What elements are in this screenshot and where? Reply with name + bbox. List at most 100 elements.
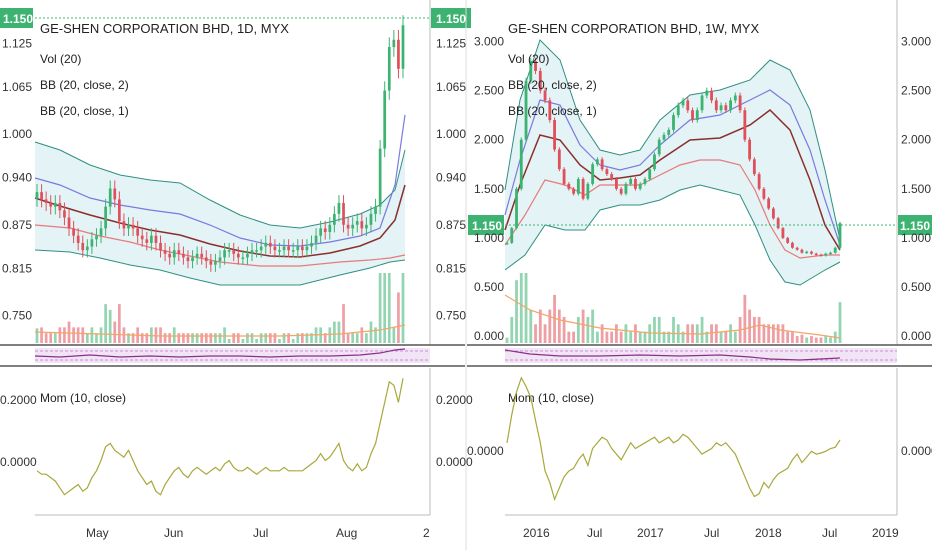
right-volume-bars: [505, 273, 842, 343]
candle-body: [581, 179, 585, 199]
volume-bar: [800, 334, 804, 343]
volume-bar: [346, 333, 350, 343]
right-price-badge-right: [898, 215, 932, 235]
volume-bar: [291, 339, 295, 343]
volume-bar: [776, 324, 780, 343]
candle-body: [104, 206, 107, 229]
right-price-badge-left: [468, 215, 504, 235]
candle-body: [268, 242, 272, 247]
candle-body: [595, 159, 599, 165]
candle-body: [351, 224, 355, 229]
left-x-tick-2: 2: [423, 526, 430, 540]
candle-body: [729, 100, 732, 111]
right-x-tick-2019: 2019: [872, 526, 899, 540]
candle-body: [99, 228, 103, 236]
candle-body: [154, 235, 158, 243]
left-x-tick-jul: Jul: [253, 526, 268, 540]
candle-body: [67, 217, 71, 229]
candle-body: [524, 80, 528, 140]
volume-bar: [58, 327, 62, 343]
volume-bar: [310, 333, 313, 343]
volume-bar: [232, 333, 236, 343]
candle-body: [117, 199, 121, 222]
candle-body: [667, 129, 671, 135]
volume-bar: [113, 321, 117, 343]
candle-body: [355, 221, 359, 225]
candle-body: [838, 223, 842, 248]
right-x-tick-jul1: Jul: [587, 526, 602, 540]
volume-bar: [333, 321, 336, 343]
candle-body: [776, 218, 780, 229]
price-tick-label-left: 1.065: [2, 80, 32, 94]
right-x-tick-jul2: Jul: [704, 526, 719, 540]
volume-bar: [581, 309, 585, 343]
volume-bar: [729, 324, 732, 343]
volume-bar: [733, 331, 737, 343]
candle-body: [681, 100, 685, 106]
candle-body: [515, 188, 518, 229]
right-bb-lower-inner: [504, 159, 840, 259]
candle-body: [553, 120, 556, 150]
right-legend-bb1: BB (20, close, 1): [508, 104, 597, 118]
left-legend-bb1: BB (20, close, 1): [40, 104, 129, 118]
candle-body: [195, 253, 199, 258]
candle-body: [767, 198, 771, 209]
candle-body: [58, 203, 62, 211]
candle-body: [638, 183, 642, 189]
candle-body: [672, 115, 675, 130]
candle-body: [662, 134, 666, 140]
right-rsi-line: [504, 349, 841, 361]
candle-body: [562, 169, 566, 184]
candle-body: [72, 228, 75, 236]
candle-body: [657, 139, 661, 155]
candle-body: [49, 203, 53, 207]
price-tick-label-left: 1.000: [2, 127, 32, 141]
candle-body: [140, 235, 144, 240]
candle-body: [378, 148, 382, 207]
candle-body: [567, 183, 571, 189]
right-x-tick-2018: 2018: [755, 526, 782, 540]
candle-body: [44, 199, 48, 204]
candle-body: [273, 246, 277, 251]
candle-body: [610, 174, 614, 179]
volume-bar: [76, 327, 80, 343]
volume-bar: [365, 333, 368, 343]
price-tick-label: 0.000: [901, 329, 931, 343]
volume-bar: [99, 327, 103, 343]
candle-body: [401, 25, 405, 69]
candle-body: [710, 90, 713, 101]
volume-bar: [638, 331, 642, 343]
volume-bar: [781, 324, 785, 343]
right-x-tick-jul3: Jul: [822, 526, 837, 540]
volume-bar: [95, 333, 98, 343]
volume-bar: [576, 316, 580, 343]
volume-bar: [757, 316, 761, 343]
left-price-badge-right: [431, 8, 471, 28]
left-price-badge-left-text: 1.150: [3, 12, 33, 26]
candle-body: [781, 228, 785, 238]
volume-bar: [719, 331, 723, 343]
candle-body: [223, 250, 226, 258]
candle-body: [291, 250, 295, 252]
candle-body: [686, 100, 690, 111]
candle-body: [619, 188, 623, 194]
candle-body: [810, 251, 813, 254]
right-bb-outer-band: [505, 40, 840, 285]
candle-body: [505, 242, 509, 245]
volume-bar: [383, 273, 387, 343]
candle-body: [700, 95, 704, 111]
volume-bar: [218, 333, 222, 343]
candle-body: [40, 192, 43, 200]
candle-body: [543, 90, 547, 101]
price-tick-label: 0.815: [436, 261, 466, 275]
volume-bar: [838, 302, 842, 343]
candle-body: [182, 253, 185, 258]
volume-bar: [791, 331, 794, 343]
volume-bar: [49, 333, 53, 343]
candle-body: [691, 110, 694, 121]
candle-body: [360, 221, 364, 229]
candle-body: [829, 252, 832, 255]
candle-body: [200, 253, 204, 258]
volume-bar: [154, 327, 158, 343]
candle-body: [576, 179, 580, 194]
